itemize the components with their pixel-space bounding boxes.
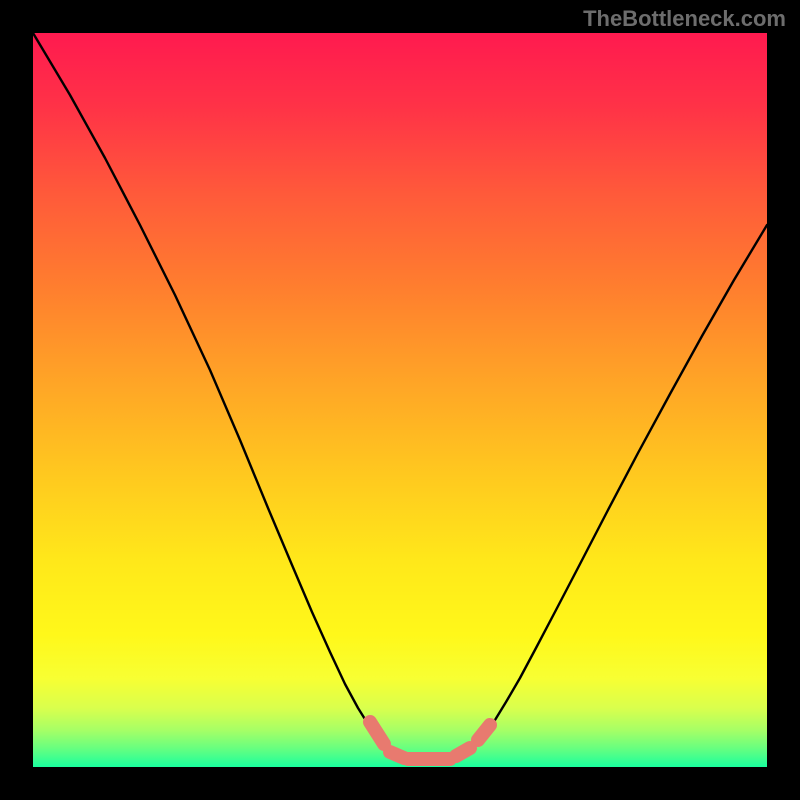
bottom-marker-segment <box>478 725 490 740</box>
bottleneck-curve <box>33 33 767 759</box>
image-root: TheBottleneck.com <box>0 0 800 800</box>
chart-overlay <box>0 0 800 800</box>
bottom-marker-segment <box>370 722 384 744</box>
bottom-marker-segment <box>456 748 470 756</box>
attribution-watermark: TheBottleneck.com <box>583 6 786 32</box>
